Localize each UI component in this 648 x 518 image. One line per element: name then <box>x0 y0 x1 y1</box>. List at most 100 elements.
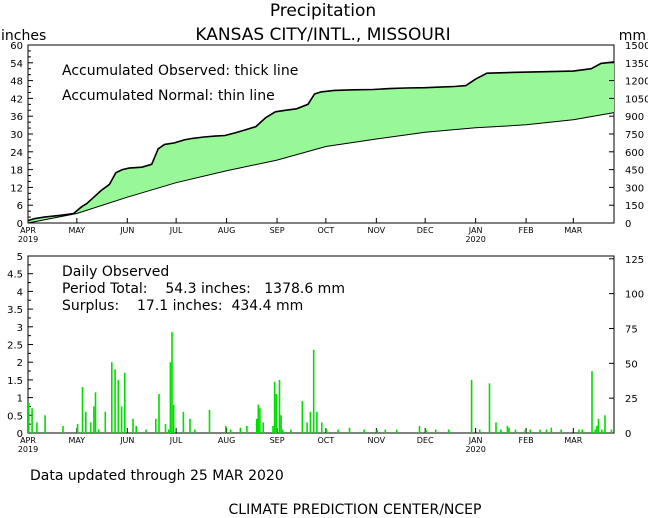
daily-bar <box>316 411 318 433</box>
daily-y-tick-label: 0 <box>17 429 23 440</box>
daily-bar <box>376 429 378 433</box>
daily-bar <box>93 406 95 433</box>
accum-y-tick-label: 6 <box>17 201 23 212</box>
accum-y-tick-label: 42 <box>10 94 23 105</box>
daily-bar <box>596 425 598 433</box>
daily-bar <box>550 427 553 433</box>
daily-bar <box>62 425 64 433</box>
accum-x-tick-label: JUL <box>169 226 183 235</box>
daily-bar <box>189 418 191 433</box>
daily-bar <box>434 429 437 433</box>
credit: CLIMATE PREDICTION CENTER/NCEP <box>229 502 482 518</box>
chart-title: Precipitation <box>270 1 376 21</box>
daily-y2-tick-label: 75 <box>625 324 638 335</box>
daily-bar <box>155 418 157 433</box>
daily-bar <box>229 429 232 433</box>
accum-x-tick-label: APR <box>20 226 36 235</box>
accum-y2-tick-label: 1350 <box>625 59 648 70</box>
period-total: Period Total: 54.3 inches: 1378.6 mm <box>62 281 345 297</box>
accum-x-tick-label: NOV <box>368 226 386 235</box>
surplus-area <box>28 61 614 224</box>
daily-bar <box>168 429 170 433</box>
daily-x-tick-label: MAY <box>69 436 86 445</box>
daily-bar <box>85 411 87 433</box>
right-unit-label: mm <box>619 28 646 44</box>
daily-bar <box>591 371 593 433</box>
accum-y2-tick-label: 450 <box>625 166 644 177</box>
daily-bar <box>325 429 328 433</box>
daily-title: Daily Observed <box>62 264 169 280</box>
accum-y-tick-label: 36 <box>10 112 23 123</box>
daily-bar <box>120 406 123 433</box>
accum-y-tick-label: 12 <box>10 183 23 194</box>
daily-y2-tick-label: 50 <box>625 359 638 370</box>
daily-bar <box>384 429 387 433</box>
accum-x-tick-label: FEB <box>519 226 534 235</box>
daily-bar <box>44 415 46 433</box>
daily-bar <box>164 424 167 433</box>
left-unit-label: inches <box>1 28 46 44</box>
observed-line <box>27 61 615 222</box>
daily-bar <box>182 411 185 433</box>
daily-y-tick-label: 2 <box>17 358 23 369</box>
daily-bar <box>114 369 116 433</box>
daily-bar <box>321 422 323 433</box>
surplus: Surplus: 17.1 inches: 434.4 mm <box>62 298 303 314</box>
daily-bar <box>31 408 33 433</box>
daily-bar <box>529 429 531 433</box>
station-name: KANSAS CITY/INTL., MISSOURI <box>195 25 450 45</box>
accum-x-tick-label: DEC <box>417 226 434 235</box>
daily-y-tick-label: 4.5 <box>7 270 23 281</box>
daily-bar <box>111 362 113 433</box>
daily-bar <box>275 394 277 433</box>
daily-bar <box>158 394 160 433</box>
daily-bar <box>470 379 473 433</box>
daily-x-tick-label: SEP <box>270 436 285 445</box>
update-note: Data updated through 25 MAR 2020 <box>30 468 284 484</box>
daily-bar <box>545 429 548 433</box>
daily-bar <box>117 379 120 433</box>
daily-y2-tick-label: 125 <box>625 255 644 266</box>
daily-bar <box>273 381 276 433</box>
daily-bar <box>610 429 613 433</box>
daily-bar <box>560 429 562 433</box>
accum-x-tick-label: MAR <box>564 226 582 235</box>
daily-bar <box>594 429 597 433</box>
daily-bar <box>169 362 172 433</box>
daily-bar <box>597 418 600 433</box>
accum-y2-tick-label: 900 <box>625 112 644 123</box>
accum-x-tick-label: OCT <box>317 226 334 235</box>
daily-x-tick-label: AUG <box>218 436 236 445</box>
daily-bar <box>239 427 242 433</box>
daily-bar <box>257 404 260 433</box>
daily-bar <box>524 429 527 433</box>
accum-y2-tick-label: 1200 <box>625 77 648 88</box>
daily-bar <box>135 425 137 433</box>
daily-bar <box>478 429 481 433</box>
accum-year-label: 2019 <box>18 235 38 244</box>
daily-year-label: 2019 <box>18 445 38 454</box>
accum-y-tick-label: 18 <box>10 166 23 177</box>
daily-x-tick-label: APR <box>20 436 36 445</box>
daily-bar <box>514 429 517 433</box>
daily-x-tick-label: FEB <box>519 436 534 445</box>
daily-bar <box>581 429 583 433</box>
accum-y2-tick-label: 1500 <box>625 41 648 52</box>
accum-x-tick-label: SEP <box>270 226 285 235</box>
daily-bar <box>578 429 580 433</box>
daily-bar <box>488 383 491 433</box>
accum-y2-tick-label: 0 <box>625 219 631 230</box>
daily-bar <box>262 422 264 433</box>
daily-bar <box>348 427 351 433</box>
daily-bar <box>104 411 107 433</box>
daily-bar <box>145 429 147 433</box>
daily-y2-tick-label: 0 <box>625 429 631 440</box>
daily-bar <box>280 415 282 433</box>
daily-bar <box>225 425 227 433</box>
daily-bar <box>495 422 497 433</box>
accum-y2-tick-label: 1050 <box>625 94 648 105</box>
daily-bar <box>418 425 421 433</box>
daily-y-tick-label: 5 <box>17 252 23 263</box>
